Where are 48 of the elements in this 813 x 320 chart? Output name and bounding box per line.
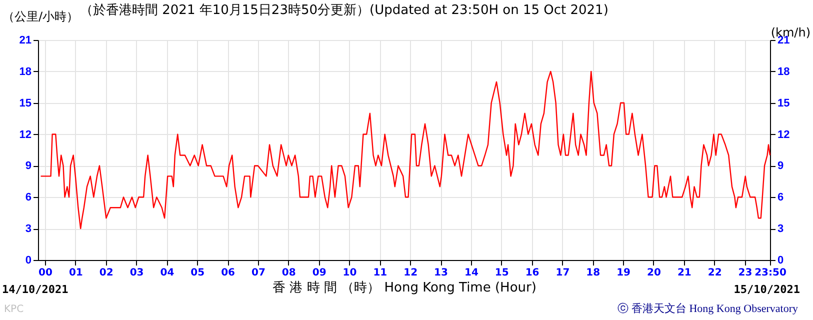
text: 15/10/2021 <box>734 283 800 296</box>
y2-tick-label: 0 <box>778 254 784 266</box>
y-tick-label: 21 <box>19 34 32 46</box>
y-tick-label: 15 <box>19 97 32 110</box>
x-tick-label: 05 <box>190 268 205 278</box>
x-tick-label: 04 <box>160 268 174 278</box>
y-tick-label: 9 <box>25 160 32 172</box>
x-tick-label: 23 <box>738 268 752 278</box>
text: ⓒ 香港天文台 Hong Kong Observatory <box>618 302 798 315</box>
x-tick-label: 19 <box>616 268 631 278</box>
x-tick-label: 09 <box>312 268 326 278</box>
y2-tick-label: 6 <box>778 192 784 204</box>
y-tick-label: 3 <box>25 223 32 236</box>
x-tick-label: 08 <box>282 268 296 278</box>
x-tick-label: 01 <box>68 268 83 278</box>
x-tick-label: 07 <box>252 268 266 278</box>
x-tick-label: 00 <box>38 268 52 278</box>
x-tick-label: 06 <box>221 268 236 278</box>
x-tick-label: 17 <box>556 268 570 278</box>
y-tick-label: 0 <box>25 254 32 266</box>
x-tick-label: 15 <box>494 268 509 278</box>
x-tick-label: 20 <box>647 268 661 278</box>
x-tick-label: 10 <box>342 268 357 278</box>
y-tick-label: 18 <box>19 66 32 78</box>
x-axis-title: 香 港 時 間 （時） Hong Kong Time (Hour) <box>272 280 536 296</box>
y2-tick-label: 3 <box>778 223 784 236</box>
x-tick-label: 16 <box>525 268 540 278</box>
x-tick-label: 21 <box>677 268 692 278</box>
x-tick-label: 13 <box>434 268 448 278</box>
x-tick-label: 23:50 <box>754 268 786 278</box>
x-tick-label: 18 <box>586 268 600 278</box>
y2-tick-label: 9 <box>778 160 784 172</box>
chart-title: （於香港時間 2021 年10月15日23時50分更新）(Updated at 23:50H on 15 Oct 2021) <box>80 3 608 18</box>
y-axis-title: （公里/小時） <box>2 10 79 24</box>
x-tick-label: 03 <box>130 268 144 278</box>
text: 14/10/2021 <box>2 283 69 296</box>
x-tick-label: 22 <box>708 268 722 278</box>
x-tick-label: 14 <box>464 268 478 278</box>
y2-tick-label: 12 <box>778 128 790 141</box>
line-series <box>40 70 771 230</box>
x-tick-label: 02 <box>99 268 114 278</box>
text: KPC <box>4 304 24 315</box>
x-tick-label: 11 <box>373 268 388 278</box>
y-tick-label: 6 <box>25 192 32 204</box>
y-tick-label: 12 <box>19 128 32 141</box>
x-tick-label: 12 <box>404 268 418 278</box>
y2-tick-label: 18 <box>778 66 790 78</box>
y2-tick-label: 15 <box>778 97 790 110</box>
